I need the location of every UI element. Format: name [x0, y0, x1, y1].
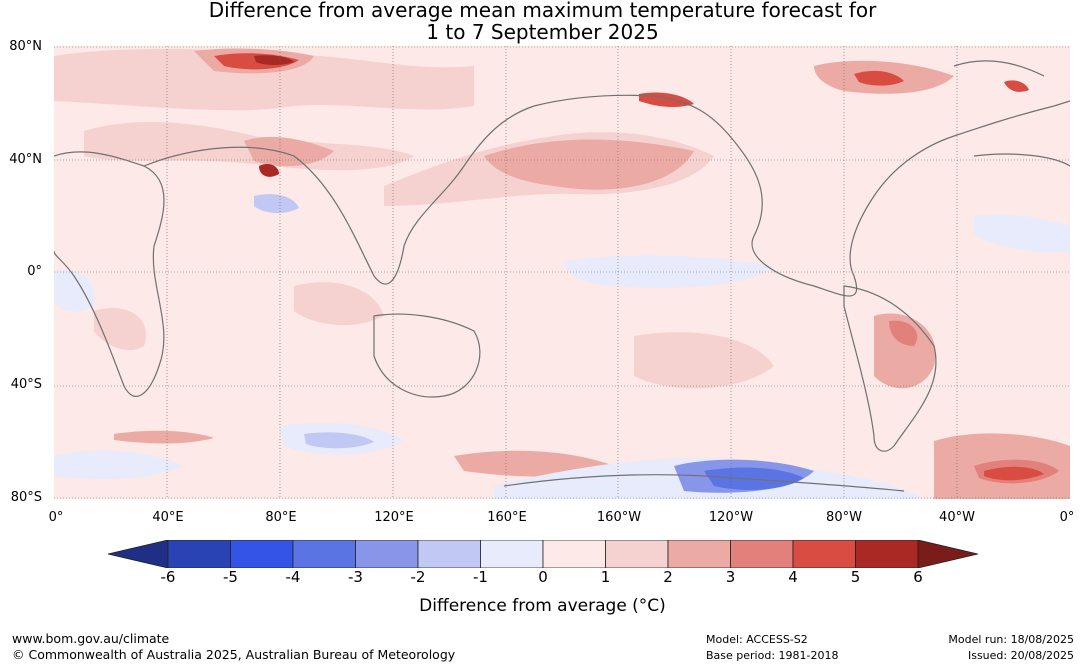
lon-label-160w: 160°W — [596, 510, 642, 525]
temperature-anomaly-map — [54, 46, 1070, 499]
colorbar-cell — [855, 540, 919, 568]
colorbar-label: Difference from average (°C) — [419, 596, 666, 616]
lon-label-40e: 40°E — [152, 510, 184, 525]
footer-url: www.bom.gov.au/climate — [12, 631, 170, 646]
colorbar-tick-label: -1 — [473, 568, 488, 586]
colorbar-cell — [480, 540, 544, 568]
map-title-line-2: 1 to 7 September 2025 — [426, 20, 659, 44]
colorbar-tick-label: 6 — [913, 568, 923, 586]
lon-label-40w: 40°W — [939, 510, 975, 525]
colorbar-tick-label: 1 — [600, 568, 611, 586]
lon-label-80e: 80°E — [265, 510, 297, 525]
colorbar-tick-label: -6 — [160, 568, 176, 586]
cool-anomaly-regions — [54, 194, 1070, 499]
colorbar-tick-label: 2 — [663, 568, 673, 586]
warm-anomaly-regions — [54, 48, 1070, 499]
colorbar-cells — [167, 540, 919, 568]
lon-label-120e: 120°E — [374, 510, 414, 525]
map-title-line-1: Difference from average mean maximum tem… — [208, 0, 877, 22]
colorbar-cell — [292, 540, 356, 568]
colorbar-tick-label: -4 — [285, 568, 301, 586]
footer-issued: Issued: 20/08/2025 — [967, 649, 1074, 662]
footer-model: Model: ACCESS-S2 — [706, 633, 808, 646]
lon-label-0: 0° — [48, 510, 64, 525]
footer-copyright: © Commonwealth of Australia 2025, Austra… — [12, 647, 456, 662]
colorbar-tick-label: -3 — [348, 568, 363, 586]
lat-label-80n: 80°N — [9, 39, 42, 54]
colorbar-extend-low — [108, 540, 169, 568]
colorbar-tick-label: 4 — [788, 568, 798, 586]
colorbar-cell — [230, 540, 294, 568]
footer-model-run: Model run: 18/08/2025 — [948, 633, 1074, 646]
colorbar-tick-label: 3 — [725, 568, 736, 586]
map-canvas — [54, 46, 1070, 499]
lat-label-40n: 40°N — [9, 152, 42, 167]
lat-label-40s: 40°S — [10, 377, 42, 392]
footer-base-period: Base period: 1981-2018 — [706, 649, 839, 662]
colorbar-cell — [167, 540, 231, 568]
colorbar-tick-label: 5 — [850, 568, 861, 586]
lon-label-0-east: 0° — [1059, 510, 1075, 525]
colorbar-cell — [605, 540, 669, 568]
colorbar-cell — [542, 540, 606, 568]
colorbar-cell — [417, 540, 481, 568]
colorbar-tick-label: -2 — [410, 568, 426, 586]
colorbar-cell — [730, 540, 794, 568]
colorbar-cell — [667, 540, 731, 568]
lon-label-120w: 120°W — [708, 510, 754, 525]
lat-label-equator: 0° — [27, 264, 42, 279]
colorbar-cell — [355, 540, 419, 568]
lat-label-80s: 80°S — [10, 490, 42, 505]
colorbar-extend-high — [917, 540, 978, 568]
colorbar-tick-label: -5 — [223, 568, 238, 586]
map-background — [54, 46, 1070, 499]
lon-label-160e: 160°E — [487, 510, 527, 525]
lon-label-80w: 80°W — [826, 510, 862, 525]
colorbar — [108, 540, 978, 568]
colorbar-cell — [792, 540, 856, 568]
graticule — [54, 46, 1070, 499]
colorbar-tick-label: 0 — [538, 568, 548, 586]
